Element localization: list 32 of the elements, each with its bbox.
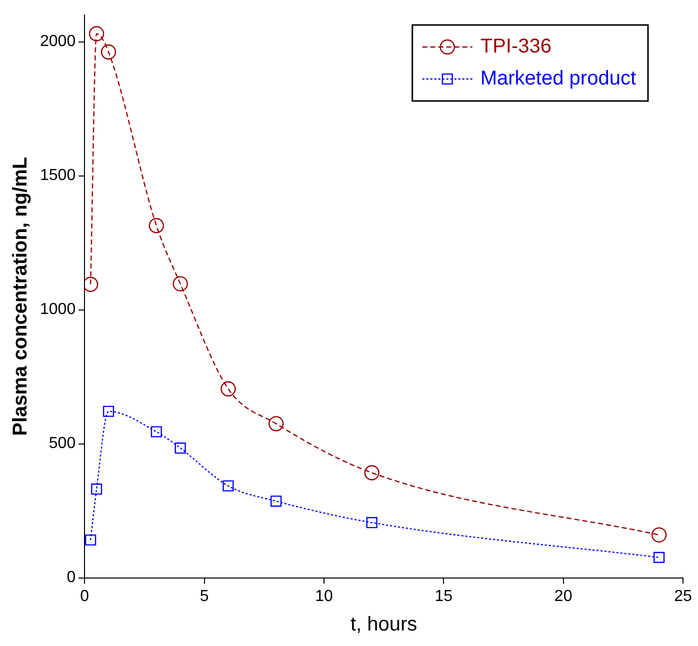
point: [88, 26, 104, 42]
x-tick-label: 5: [200, 588, 209, 605]
y-axis-title: Plasma concentration, ng/mL: [10, 156, 32, 436]
point: [222, 480, 234, 492]
point: [172, 276, 188, 292]
point: [100, 44, 116, 60]
x-tick-label: 25: [674, 588, 692, 605]
x-tick-label: 20: [554, 588, 572, 605]
point: [91, 484, 102, 495]
legend-label: TPI-336: [480, 36, 552, 58]
point: [366, 517, 378, 528]
point: [148, 218, 164, 234]
y-tick-label: 500: [48, 435, 76, 452]
x-tick-label: 15: [434, 588, 453, 605]
point: [102, 406, 114, 417]
point: [364, 465, 380, 480]
point: [654, 552, 665, 563]
y-tick-label: 2000: [40, 33, 76, 50]
x-tick-label: 10: [315, 588, 333, 605]
point: [270, 496, 282, 507]
point: [174, 442, 186, 454]
point: [220, 381, 236, 396]
point: [85, 534, 96, 546]
x-tick-label: 0: [80, 588, 90, 605]
point: [268, 416, 284, 432]
point: [150, 426, 162, 438]
y-tick-label: 1500: [40, 167, 76, 184]
y-tick-label: 1000: [40, 301, 76, 318]
legend-label: Marketed product: [480, 68, 636, 90]
point: [651, 527, 667, 543]
y-tick-label: 0: [66, 569, 76, 586]
x-axis-title: t, hours: [350, 614, 418, 636]
